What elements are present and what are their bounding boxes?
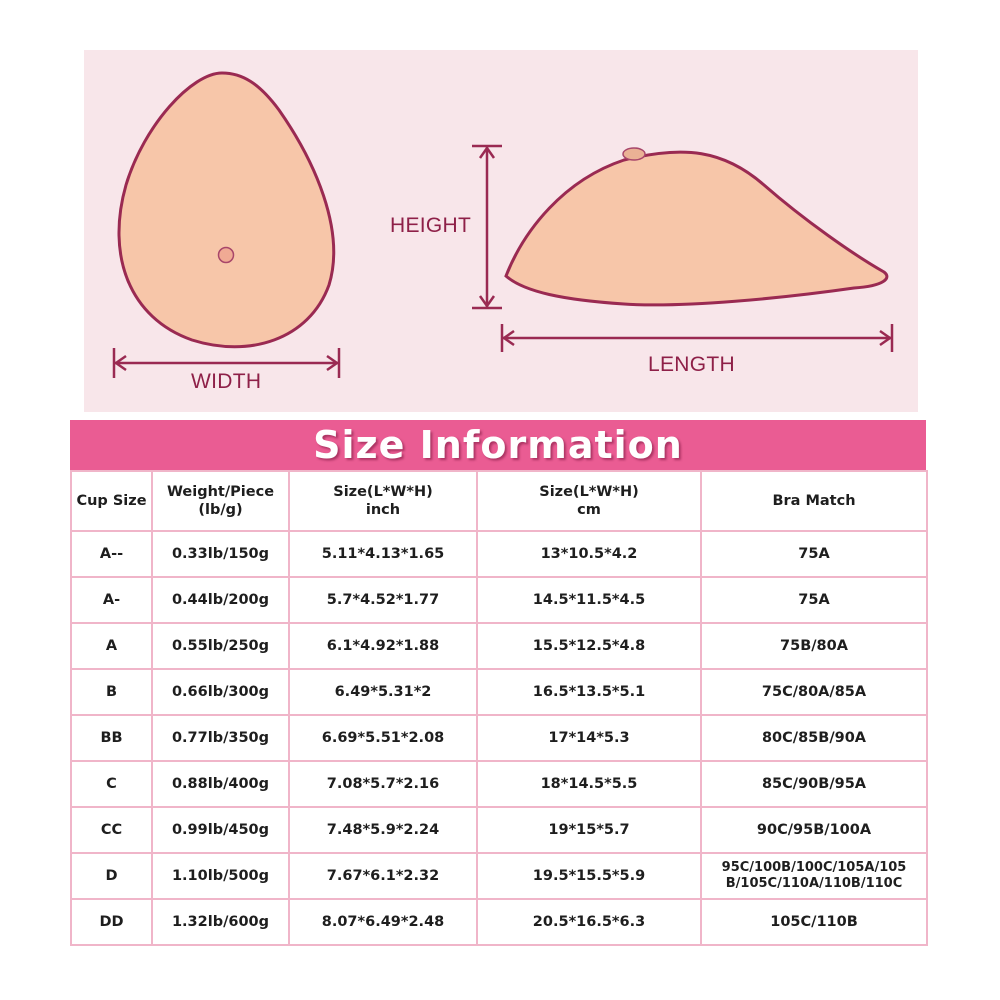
- length-arrow: [500, 324, 894, 352]
- height-arrow: [472, 144, 502, 310]
- cell-size-inch: 7.67*6.1*2.32: [288, 852, 478, 900]
- table-row: D 1.10lb/500g 7.67*6.1*2.32 19.5*15.5*5.…: [70, 852, 928, 900]
- header-inch-line1: Size(L*W*H): [333, 483, 433, 500]
- cell-size-cm: 17*14*5.3: [476, 714, 702, 762]
- header-weight: Weight/Piece (lb/g): [151, 470, 290, 532]
- table-row: CC 0.99lb/450g 7.48*5.9*2.24 19*15*5.7 9…: [70, 806, 928, 854]
- cell-weight: 0.88lb/400g: [151, 760, 290, 808]
- cell-weight: 0.77lb/350g: [151, 714, 290, 762]
- front-view-shape: [117, 71, 336, 349]
- cell-weight: 0.44lb/200g: [151, 576, 290, 624]
- header-cm-line1: Size(L*W*H): [539, 483, 639, 500]
- cell-bra-match: 75A: [700, 576, 928, 624]
- side-view-nipple: [622, 147, 646, 161]
- cell-size-cm: 20.5*16.5*6.3: [476, 898, 702, 946]
- cell-weight: 0.66lb/300g: [151, 668, 290, 716]
- cell-bra-match: 105C/110B: [700, 898, 928, 946]
- cell-cup: A: [70, 622, 153, 670]
- header-weight-line1: Weight/Piece: [166, 483, 275, 500]
- cell-size-inch: 7.08*5.7*2.16: [288, 760, 478, 808]
- header-size-cm: Size(L*W*H) cm: [476, 470, 702, 532]
- cell-bra-match: 75C/80A/85A: [700, 668, 928, 716]
- cell-bra-match: 90C/95B/100A: [700, 806, 928, 854]
- size-information-title-bar: Size Information: [70, 420, 926, 470]
- cell-size-inch: 7.48*5.9*2.24: [288, 806, 478, 854]
- cell-size-cm: 19.5*15.5*5.9: [476, 852, 702, 900]
- cell-size-cm: 15.5*12.5*4.8: [476, 622, 702, 670]
- width-label: WIDTH: [191, 370, 262, 393]
- cell-bra-match: 80C/85B/90A: [700, 714, 928, 762]
- cell-weight: 0.33lb/150g: [151, 530, 290, 578]
- width-arrow: [112, 348, 341, 378]
- cell-weight: 1.32lb/600g: [151, 898, 290, 946]
- table-body: A-- 0.33lb/150g 5.11*4.13*1.65 13*10.5*4…: [70, 530, 928, 946]
- table-row: C 0.88lb/400g 7.08*5.7*2.16 18*14.5*5.5 …: [70, 760, 928, 808]
- cell-size-cm: 16.5*13.5*5.1: [476, 668, 702, 716]
- length-label: LENGTH: [648, 353, 735, 376]
- diagram-panel: WIDTH HEIGHT LENGTH: [84, 50, 918, 412]
- table-header-row: Cup Size Weight/Piece (lb/g) Size(L*W*H)…: [70, 470, 928, 532]
- cell-size-inch: 5.11*4.13*1.65: [288, 530, 478, 578]
- cell-cup: C: [70, 760, 153, 808]
- cell-cup: DD: [70, 898, 153, 946]
- cell-size-cm: 19*15*5.7: [476, 806, 702, 854]
- table-row: DD 1.32lb/600g 8.07*6.49*2.48 20.5*16.5*…: [70, 898, 928, 946]
- size-information-title: Size Information: [313, 423, 683, 467]
- cell-cup: CC: [70, 806, 153, 854]
- cell-bra-match: 85C/90B/95A: [700, 760, 928, 808]
- cell-bra-match: 95C/100B/100C/105A/105 B/105C/110A/110B/…: [700, 852, 928, 900]
- cell-size-inch: 5.7*4.52*1.77: [288, 576, 478, 624]
- cell-weight: 0.55lb/250g: [151, 622, 290, 670]
- cell-size-inch: 8.07*6.49*2.48: [288, 898, 478, 946]
- cell-bra-match: 75A: [700, 530, 928, 578]
- header-bra-match: Bra Match: [700, 470, 928, 532]
- cell-size-cm: 13*10.5*4.2: [476, 530, 702, 578]
- cell-cup: D: [70, 852, 153, 900]
- cell-size-cm: 14.5*11.5*4.5: [476, 576, 702, 624]
- header-weight-line2: (lb/g): [198, 502, 243, 518]
- cell-size-cm: 18*14.5*5.5: [476, 760, 702, 808]
- cell-cup: A-: [70, 576, 153, 624]
- front-view-nipple: [217, 246, 235, 264]
- header-inch-line2: inch: [365, 502, 401, 518]
- cell-bra-match: 75B/80A: [700, 622, 928, 670]
- cell-size-inch: 6.69*5.51*2.08: [288, 714, 478, 762]
- table-row: A-- 0.33lb/150g 5.11*4.13*1.65 13*10.5*4…: [70, 530, 928, 578]
- cell-weight: 1.10lb/500g: [151, 852, 290, 900]
- header-size-inch: Size(L*W*H) inch: [288, 470, 478, 532]
- cell-cup: A--: [70, 530, 153, 578]
- table-row: A- 0.44lb/200g 5.7*4.52*1.77 14.5*11.5*4…: [70, 576, 928, 624]
- header-cm-line2: cm: [577, 502, 601, 518]
- table-row: A 0.55lb/250g 6.1*4.92*1.88 15.5*12.5*4.…: [70, 622, 928, 670]
- table-row: BB 0.77lb/350g 6.69*5.51*2.08 17*14*5.3 …: [70, 714, 928, 762]
- cell-size-inch: 6.1*4.92*1.88: [288, 622, 478, 670]
- cell-cup: BB: [70, 714, 153, 762]
- header-cup-size: Cup Size: [70, 470, 153, 532]
- cell-weight: 0.99lb/450g: [151, 806, 290, 854]
- height-label: HEIGHT: [390, 214, 472, 237]
- cell-size-inch: 6.49*5.31*2: [288, 668, 478, 716]
- size-table: Cup Size Weight/Piece (lb/g) Size(L*W*H)…: [70, 470, 928, 946]
- breast-form-diagram: [112, 71, 894, 378]
- table-row: B 0.66lb/300g 6.49*5.31*2 16.5*13.5*5.1 …: [70, 668, 928, 716]
- side-view-shape: [504, 150, 889, 307]
- cell-cup: B: [70, 668, 153, 716]
